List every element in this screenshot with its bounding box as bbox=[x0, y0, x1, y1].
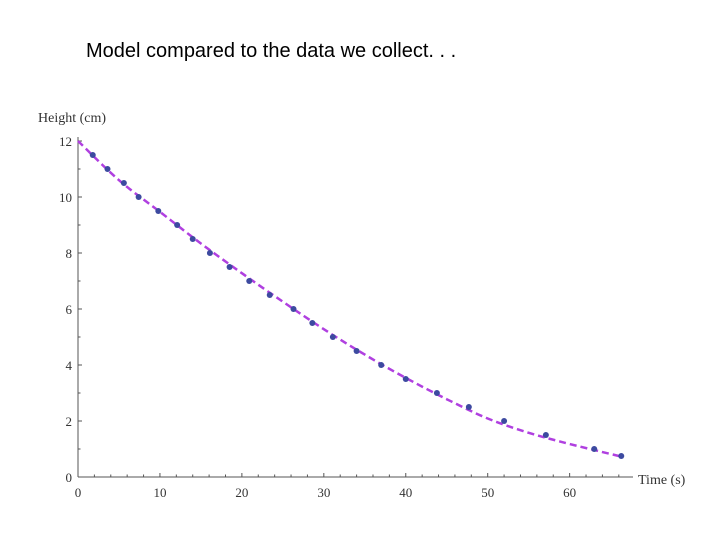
data-point bbox=[433, 390, 440, 396]
data-point bbox=[618, 453, 625, 459]
x-tick-label: 10 bbox=[153, 485, 166, 500]
y-tick-label: 2 bbox=[66, 414, 73, 429]
data-point bbox=[591, 446, 598, 452]
data-point bbox=[266, 292, 273, 298]
data-point bbox=[104, 166, 111, 172]
y-tick-label: 12 bbox=[59, 134, 72, 149]
data-point bbox=[246, 278, 253, 284]
axes bbox=[77, 137, 633, 478]
data-point bbox=[226, 264, 233, 270]
data-point bbox=[353, 348, 360, 354]
x-tick-label: 0 bbox=[75, 485, 82, 500]
model-curve bbox=[77, 140, 620, 458]
data-point bbox=[542, 432, 549, 438]
data-point bbox=[501, 418, 508, 424]
data-point bbox=[329, 334, 336, 340]
data-point bbox=[89, 152, 96, 158]
data-point bbox=[120, 180, 127, 186]
x-tick-label: 40 bbox=[399, 485, 412, 500]
data-point bbox=[290, 306, 297, 312]
data-point bbox=[465, 404, 472, 410]
x-tick-label: 20 bbox=[235, 485, 248, 500]
data-point bbox=[189, 236, 196, 242]
y-tick-label: 6 bbox=[66, 302, 73, 317]
y-tick-label: 4 bbox=[66, 358, 73, 373]
data-point bbox=[378, 362, 385, 368]
data-points-group bbox=[89, 152, 625, 459]
data-point bbox=[309, 320, 316, 326]
y-tick-label: 0 bbox=[66, 470, 73, 485]
x-tick-label: 60 bbox=[563, 485, 576, 500]
x-tick-label: 30 bbox=[317, 485, 330, 500]
y-axis-label: Height (cm) bbox=[38, 111, 106, 126]
slide-title: Model compared to the data we collect. .… bbox=[86, 40, 457, 62]
data-point bbox=[155, 208, 162, 214]
axis-ticks: 0 2 4 6 8 10 12 0 10 20 30 40 50 60 bbox=[59, 134, 620, 500]
y-tick-label: 10 bbox=[59, 190, 72, 205]
y-tick-label: 8 bbox=[66, 246, 73, 261]
data-point bbox=[135, 194, 142, 200]
data-point bbox=[402, 376, 409, 382]
data-point bbox=[174, 222, 181, 228]
data-point bbox=[206, 250, 213, 256]
x-tick-label: 50 bbox=[481, 485, 494, 500]
x-axis-label: Time (s) bbox=[638, 473, 686, 488]
model-curve-group bbox=[77, 140, 620, 458]
